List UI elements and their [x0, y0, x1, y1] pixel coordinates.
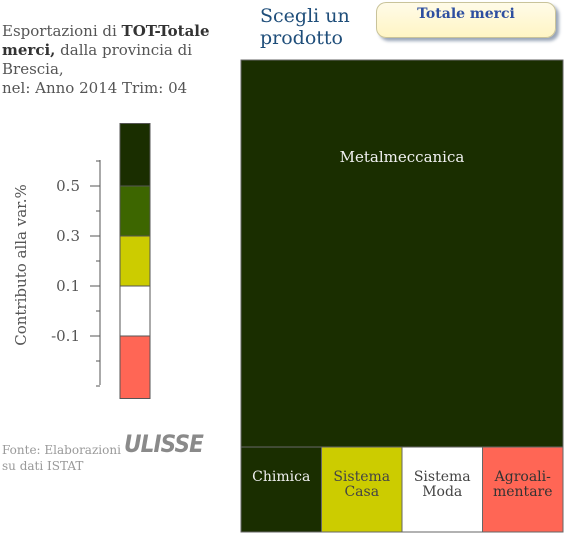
treemap-tile[interactable] — [240, 446, 322, 533]
treemap-tile[interactable] — [482, 446, 564, 533]
legend-band — [119, 285, 151, 337]
treemap-tile[interactable] — [321, 446, 403, 533]
treemap-label: Metalmeccanica — [340, 148, 465, 166]
legend-ylabel: Contributo alla var.% — [12, 184, 30, 345]
treemap-tile[interactable] — [401, 446, 483, 533]
choose-product-label: Scegli un prodotto — [260, 5, 350, 49]
legend-tick-label: -0.1 — [51, 327, 80, 345]
treemap-tile[interactable] — [240, 59, 564, 448]
treemap-label: Sistema Casa — [333, 469, 390, 500]
legend-tick-label: 0.3 — [56, 227, 80, 245]
treemap: Metalmeccanica Chimica Sistema Casa Sistema M… — [240, 59, 564, 533]
chart-title: Esportazioni di TOT-Totale merci, dalla … — [2, 22, 232, 98]
legend-band — [119, 335, 151, 399]
legend-tick-label: 0.1 — [56, 277, 80, 295]
ulisse-logo: ULISSE — [124, 430, 204, 458]
product-select-button[interactable]: Totale merci — [376, 2, 556, 38]
source-note: Fonte: Elaborazioni su dati ISTAT — [2, 443, 121, 473]
treemap-label: Chimica — [252, 469, 310, 485]
title-line2: dalla provincia di Brescia, — [2, 41, 193, 78]
treemap-label: Agroali-mentare — [493, 469, 553, 500]
legend-band — [119, 235, 151, 287]
legend-tick-label: 0.5 — [56, 177, 80, 195]
treemap-label: Sistema Moda — [414, 469, 471, 500]
color-scale-legend: 0.5 0.3 0.1 -0.1 Contributo alla var.% — [12, 123, 151, 399]
title-period: nel: Anno 2014 Trim: 04 — [2, 79, 188, 97]
legend-band — [119, 123, 151, 187]
title-product: TOT-Totale merci, — [2, 22, 210, 59]
legend-band — [119, 185, 151, 237]
title-prefix: Esportazioni di — [2, 22, 122, 40]
